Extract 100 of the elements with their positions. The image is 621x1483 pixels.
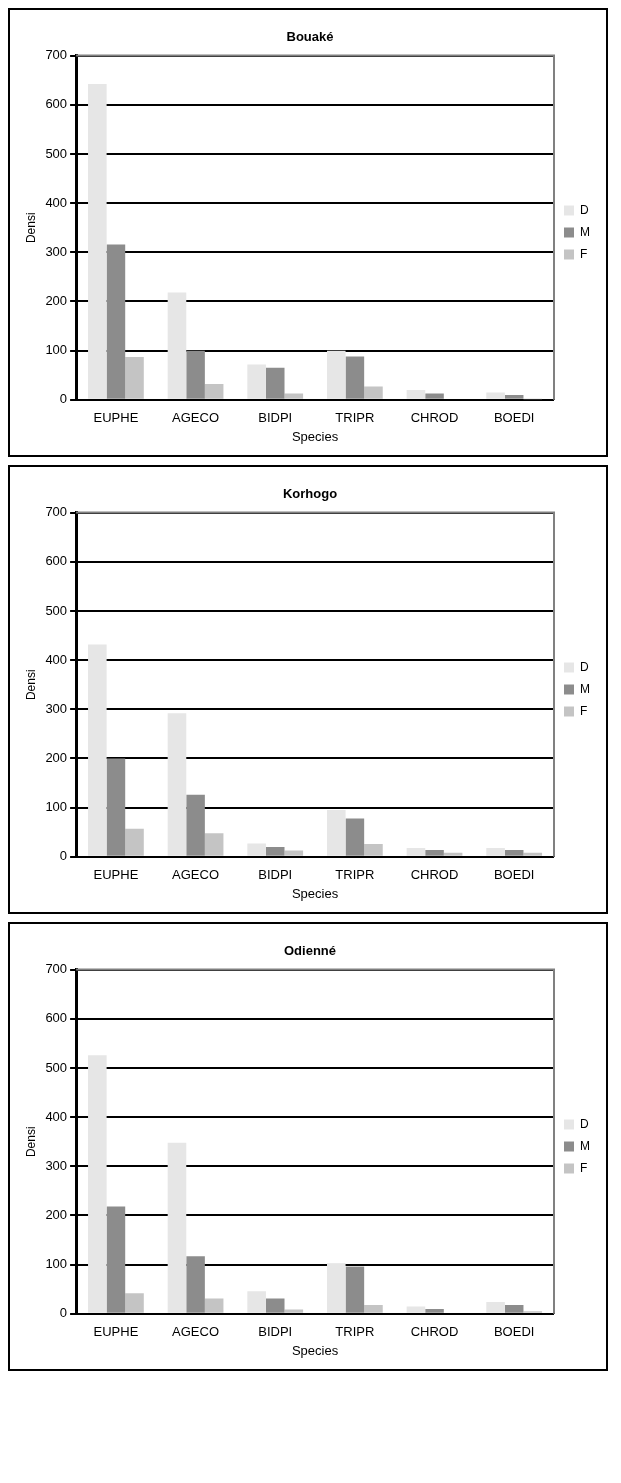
y-tick-label: 600: [45, 96, 68, 112]
legend-label: M: [580, 1138, 590, 1153]
bar: [88, 84, 107, 399]
bar: [106, 758, 126, 856]
bar: [125, 1293, 144, 1313]
legend-label: D: [580, 202, 589, 217]
x-axis-title: Species: [291, 428, 339, 444]
bar: [106, 244, 126, 399]
legend-label: D: [580, 659, 589, 674]
bar: [186, 794, 205, 856]
bar: [247, 843, 266, 856]
y-tick-label: 700: [45, 47, 68, 63]
bar: [167, 713, 187, 856]
x-tick-label: BOEDI: [493, 867, 535, 883]
chart-title: Korhogo: [282, 486, 338, 502]
y-tick-label: 200: [45, 750, 68, 766]
bar: [265, 367, 285, 399]
bar: [504, 394, 524, 399]
y-axis-title: Densi: [23, 1126, 38, 1158]
bar: [284, 1309, 304, 1313]
bar: [406, 389, 426, 399]
bar: [504, 1304, 524, 1313]
bar: [406, 847, 426, 856]
y-tick-label: 700: [45, 961, 68, 977]
x-tick-label: CHROD: [410, 867, 459, 883]
y-tick-label: 600: [45, 553, 68, 569]
y-tick-label: 700: [45, 504, 68, 520]
y-tick-label: 0: [59, 1305, 68, 1321]
chart-title: Bouaké: [286, 29, 334, 45]
bar: [88, 644, 107, 856]
x-tick-label: AGECO: [172, 410, 220, 426]
bar: [167, 292, 187, 399]
bar: [186, 350, 205, 399]
x-tick-label: TRIPR: [335, 410, 375, 426]
legend-label: F: [580, 703, 588, 718]
x-tick-label: TRIPR: [335, 867, 375, 883]
bar: [204, 1298, 224, 1313]
y-tick-label: 300: [45, 243, 68, 259]
x-tick-label: CHROD: [410, 410, 459, 426]
y-axis-title: Densi: [23, 669, 38, 701]
bar: [204, 833, 224, 856]
y-tick-label: 100: [45, 342, 68, 358]
y-tick-label: 600: [45, 1010, 68, 1026]
y-tick-label: 100: [45, 1256, 68, 1272]
x-axis-title: Species: [291, 885, 339, 901]
bar: [406, 1306, 426, 1313]
bar: [364, 386, 383, 399]
x-tick-label: CHROD: [410, 1324, 459, 1340]
bar: [364, 1304, 383, 1313]
y-tick-label: 200: [45, 293, 68, 309]
bar: [345, 356, 365, 399]
legend-label: M: [580, 681, 590, 696]
bar: [167, 1142, 187, 1313]
y-tick-label: 500: [45, 1059, 68, 1075]
bar: [486, 1302, 505, 1313]
bar: [345, 1266, 365, 1313]
y-tick-label: 300: [45, 1157, 68, 1173]
bar: [284, 850, 304, 856]
bar: [504, 849, 524, 856]
bar: [425, 1308, 444, 1313]
y-tick-label: 0: [59, 391, 68, 407]
legend-label: F: [580, 246, 588, 261]
bar: [265, 1298, 285, 1313]
bar: [327, 350, 346, 399]
x-tick-label: AGECO: [172, 1324, 220, 1340]
bar: [327, 1263, 346, 1313]
x-tick-label: TRIPR: [335, 1324, 375, 1340]
bar: [186, 1256, 205, 1313]
bar: [247, 364, 266, 399]
x-axis-title: Species: [291, 1342, 339, 1358]
x-tick-label: BOEDI: [493, 1324, 535, 1340]
x-tick-label: BOEDI: [493, 410, 535, 426]
bar: [88, 1055, 107, 1313]
legend-label: F: [580, 1160, 588, 1175]
bar: [125, 828, 144, 856]
bar: [265, 846, 285, 856]
x-tick-label: EUPHE: [93, 867, 139, 883]
bar: [486, 392, 505, 399]
bar: [106, 1206, 126, 1313]
bar: [345, 818, 365, 856]
y-tick-label: 400: [45, 1108, 68, 1124]
y-axis-title: Densi: [23, 212, 38, 244]
x-tick-label: AGECO: [172, 867, 220, 883]
y-tick-label: 100: [45, 799, 68, 815]
y-tick-label: 300: [45, 700, 68, 716]
y-tick-label: 400: [45, 651, 68, 667]
y-tick-label: 0: [59, 848, 68, 864]
chart-title: Odienné: [283, 943, 337, 959]
bar: [443, 852, 463, 856]
bar: [284, 393, 304, 399]
x-tick-label: EUPHE: [93, 1324, 139, 1340]
bar: [364, 844, 383, 856]
bar: [327, 810, 346, 856]
y-tick-label: 400: [45, 194, 68, 210]
legend-label: D: [580, 1116, 589, 1131]
bar: [247, 1291, 266, 1313]
y-tick-label: 500: [45, 602, 68, 618]
x-tick-label: EUPHE: [93, 410, 139, 426]
bar: [523, 852, 543, 856]
bar: [425, 849, 444, 856]
